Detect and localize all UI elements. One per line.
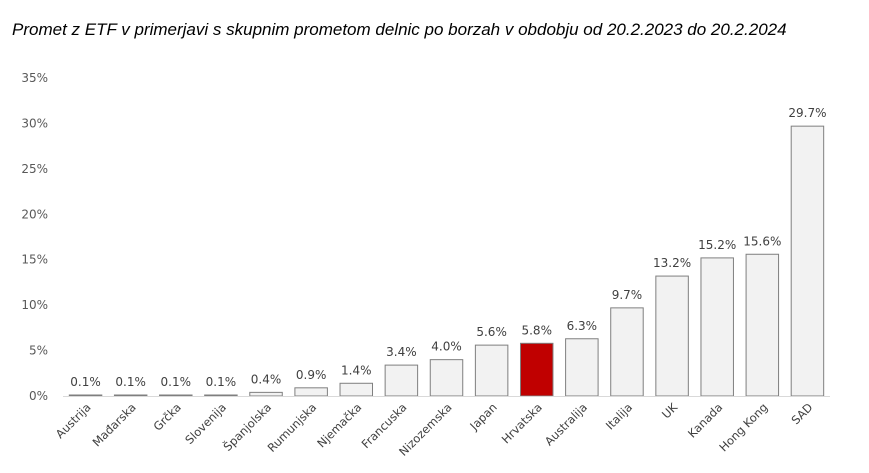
bar xyxy=(68,394,103,397)
data-label: 0.1% xyxy=(115,375,146,389)
data-label: 0.1% xyxy=(206,375,237,389)
data-label: 3.4% xyxy=(386,345,417,359)
data-label: 0.9% xyxy=(296,368,327,382)
data-label: 1.4% xyxy=(341,363,372,377)
data-label: 13.2% xyxy=(653,256,691,270)
bar xyxy=(159,394,193,397)
x-tick-label: Njemačka xyxy=(314,400,364,450)
data-label: 4.0% xyxy=(431,340,462,354)
x-tick-label: Grčka xyxy=(151,400,184,433)
y-tick-label: 10% xyxy=(21,298,48,312)
data-label: 5.8% xyxy=(521,323,552,337)
data-label: 0.4% xyxy=(251,372,282,386)
bar xyxy=(384,364,419,397)
bar xyxy=(429,359,464,397)
y-tick-label: 0% xyxy=(29,389,48,403)
data-label: 0.1% xyxy=(161,375,192,389)
data-label: 15.2% xyxy=(698,238,736,252)
y-tick-label: 35% xyxy=(21,71,48,85)
bar xyxy=(249,391,283,397)
bar xyxy=(204,394,238,397)
y-tick-label: 30% xyxy=(21,116,48,130)
x-tick-label: Kanada xyxy=(685,400,725,440)
x-tick-label: Italija xyxy=(603,400,635,432)
x-tick-label: Mađarska xyxy=(90,400,139,449)
x-tick-label: Slovenija xyxy=(182,400,229,447)
y-axis-ticks: 0% 5% 10% 15% 20% 25% 30% 35% xyxy=(21,71,48,403)
bar xyxy=(610,307,644,397)
x-tick-label: Japan xyxy=(466,400,499,433)
bar xyxy=(790,125,825,397)
bar xyxy=(519,342,554,397)
data-label: 9.7% xyxy=(612,288,643,302)
bars xyxy=(68,125,825,397)
x-tick-label: Austrija xyxy=(53,400,94,441)
data-label: 29.7% xyxy=(788,106,826,120)
bar xyxy=(113,394,148,397)
x-tick-label: Australija xyxy=(542,400,590,448)
bar xyxy=(294,387,328,397)
bar xyxy=(700,257,734,397)
x-tick-label: Hong Kong xyxy=(716,400,770,454)
y-tick-label: 15% xyxy=(21,253,48,267)
x-tick-label: Rumunjska xyxy=(265,400,320,455)
x-tick-label: SAD xyxy=(789,400,816,427)
x-tick-label: Hrvatska xyxy=(499,400,545,446)
bar xyxy=(339,382,374,397)
data-label: 15.6% xyxy=(743,234,781,248)
bar xyxy=(745,253,780,397)
bar xyxy=(565,338,599,397)
bar xyxy=(474,344,509,397)
chart-title: Promet z ETF v primerjavi s skupnim prom… xyxy=(12,20,787,39)
data-label: 6.3% xyxy=(567,319,598,333)
x-tick-label: UK xyxy=(659,400,681,422)
bar xyxy=(655,275,689,397)
data-label: 0.1% xyxy=(70,375,101,389)
y-tick-label: 5% xyxy=(29,344,48,358)
y-tick-label: 20% xyxy=(21,207,48,221)
data-labels: 0.1% 0.1% 0.1% 0.1% 0.4% 0.9% 1.4% 3.4% 4.0% 5.6%… xyxy=(70,106,826,389)
y-tick-label: 25% xyxy=(21,162,48,176)
data-label: 5.6% xyxy=(476,325,507,339)
